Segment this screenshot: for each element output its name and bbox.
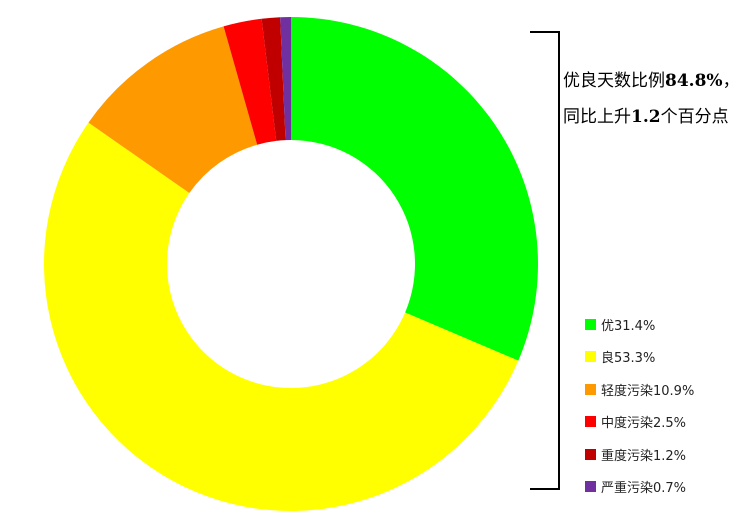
annotation-text: 优良天数比例 [563, 71, 665, 91]
legend-item: 良53.3% [585, 341, 694, 374]
donut-slice-1 [43, 122, 519, 512]
legend-swatch [585, 383, 596, 395]
legend-label: 重度污染1.2% [601, 448, 687, 464]
annotation-line-2: 同比上升1.2个百分点 [563, 102, 729, 127]
legend-swatch [585, 448, 596, 460]
donut-slice-5 [280, 17, 291, 141]
legend-label: 中度污染2.5% [601, 416, 687, 432]
legend-item: 轻度污染10.9% [585, 373, 694, 406]
legend-swatch [585, 351, 596, 363]
bracket-line [530, 31, 560, 490]
legend-label: 优31.4% [601, 318, 656, 334]
annotation-text: ， [722, 71, 740, 91]
annotation-text: 同比上升 [563, 107, 631, 127]
legend-item: 优31.4% [585, 308, 694, 341]
legend-swatch [585, 481, 596, 493]
legend-swatch [585, 416, 596, 428]
legend: 优31.4% 良53.3% 轻度污染10.9% 中度污染2.5% 重度污染1.2% 严重污… [585, 308, 694, 503]
annotation-value: 84.8% [665, 71, 723, 91]
legend-swatch [585, 318, 596, 330]
legend-label: 轻度污染10.9% [601, 383, 695, 399]
donut-slice-3 [223, 18, 277, 145]
annotation-value: 1.2 [631, 107, 661, 127]
legend-item: 重度污染1.2% [585, 438, 694, 471]
annotation-line-1: 优良天数比例84.8%， [563, 66, 740, 91]
donut-slice-0 [291, 17, 538, 361]
legend-label: 良53.3% [601, 351, 656, 367]
donut-slice-4 [261, 17, 286, 141]
legend-item: 严重污染0.7% [585, 471, 694, 504]
donut-slice-2 [88, 26, 258, 194]
legend-item: 中度污染2.5% [585, 406, 694, 439]
legend-label: 严重污染0.7% [601, 481, 687, 497]
annotation-text: 个百分点 [660, 107, 729, 127]
